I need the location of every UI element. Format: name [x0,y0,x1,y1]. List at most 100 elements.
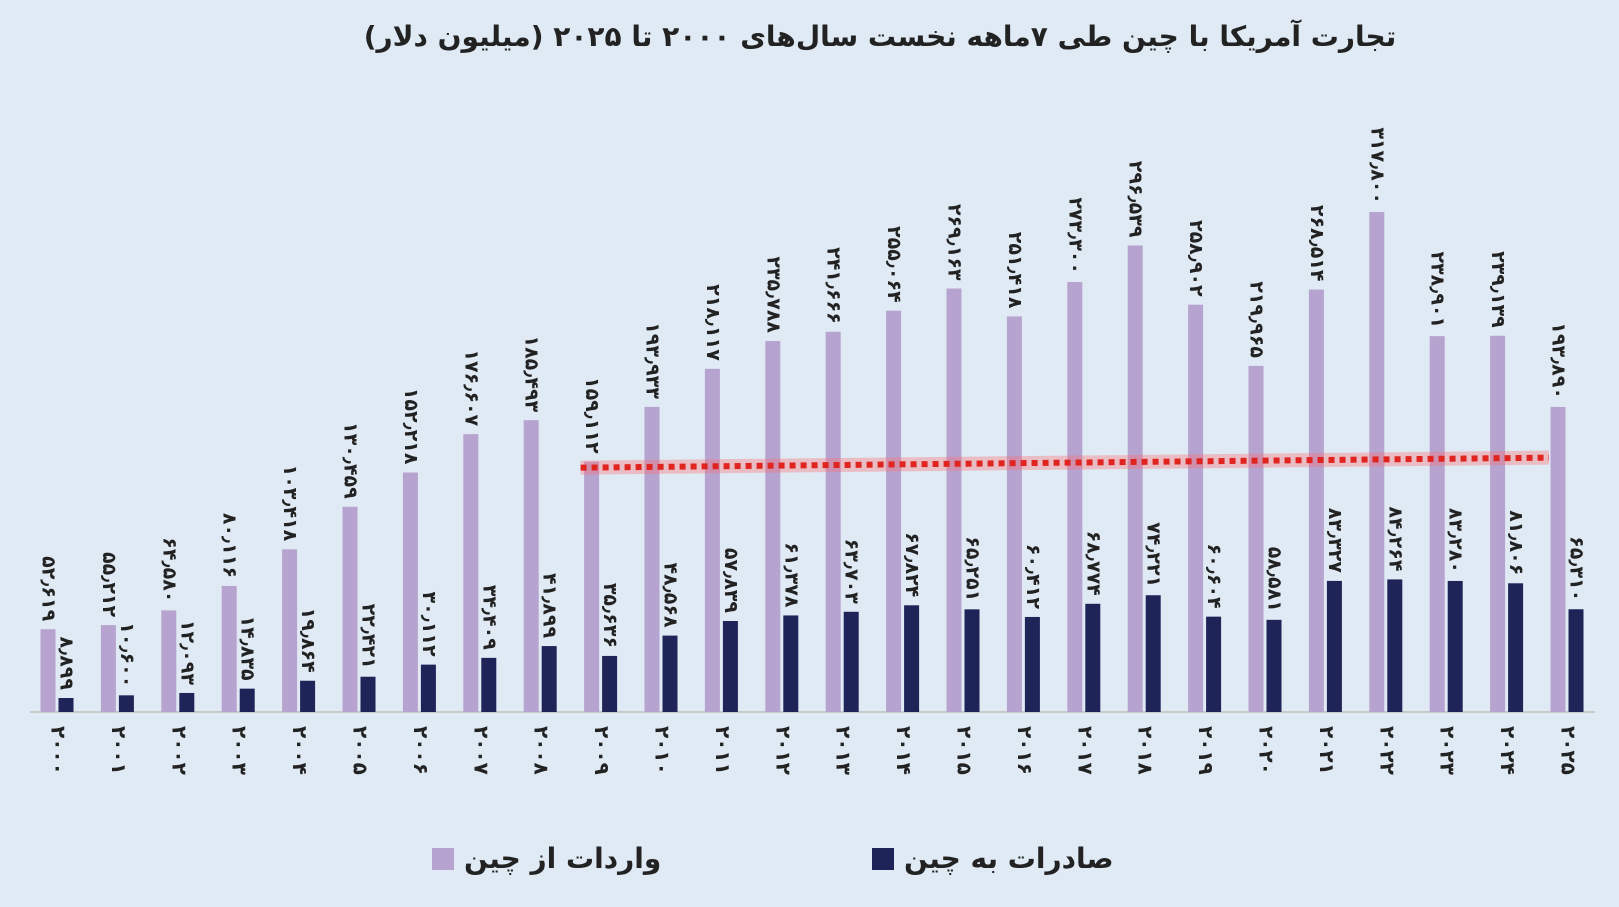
value-label: ۵۷٫۸۳۹ [720,548,742,613]
bar [1550,406,1566,712]
bar [1508,583,1524,712]
bar [342,506,358,712]
bar [100,625,116,712]
bar [40,629,56,712]
value-label: ۸۳٫۳۲۷ [1324,508,1346,573]
value-label: ۲۹۶٫۵۳۹ [1125,161,1147,238]
bar [523,420,539,712]
bar [402,472,418,712]
value-label: ۶۷٫۸۲۴ [901,532,923,597]
bar [825,331,841,712]
bar [1127,245,1143,712]
value-label: ۶۸٫۷۷۴ [1082,531,1104,596]
x-tick-label: ۲۰۰۸ [530,726,554,775]
x-tick-label: ۲۰۱۴ [892,726,916,775]
value-label: ۱۹۳٫۹۳۳ [642,322,664,399]
bar [541,646,557,712]
x-tick-label: ۲۰۱۶ [1013,726,1037,775]
x-tick-label: ۲۰۰۳ [228,726,252,775]
legend-swatch [872,848,894,870]
value-label: ۲۶۸٫۵۱۴ [1306,205,1328,282]
value-label: ۱۰۳٫۴۱۸ [279,465,301,542]
value-label: ۱۴٫۸۳۵ [237,616,259,681]
bar [282,549,298,712]
bar [765,341,781,712]
bar [239,688,255,712]
bar [1266,619,1282,712]
bar [1248,365,1264,712]
value-label: ۶۰٫۶۰۴ [1203,544,1225,609]
bar [584,461,600,712]
bar [1206,616,1222,712]
value-label: ۱۹٫۸۶۴ [297,608,319,673]
value-label: ۶۰٫۴۱۲ [1022,544,1044,609]
value-label: ۳۱۷٫۸۰۰ [1366,127,1388,204]
x-tick-label: ۲۰۰۴ [288,726,312,775]
bar [1429,336,1445,712]
x-tick-label: ۲۰۱۰ [651,726,675,775]
value-label: ۳۰٫۱۱۲ [418,592,440,657]
x-tick-label: ۲۰۲۴ [1496,726,1520,775]
bar [1145,595,1161,712]
value-label: ۸۰٫۱۱۶ [219,513,241,578]
x-tick-label: ۲۰۰۰ [47,726,71,775]
bar [1188,304,1204,712]
bar [964,609,980,712]
x-tick-label: ۲۰۱۷ [1073,726,1097,775]
value-label: ۱۹۳٫۸۹۰ [1548,322,1570,399]
value-label: ۱۵۹٫۱۱۲ [581,377,603,454]
bar [1024,616,1040,712]
bar [1067,282,1083,712]
value-label: ۳۴٫۴۰۹ [478,585,500,650]
value-label: ۲۲٫۴۲۱ [358,604,380,669]
value-label: ۶۵٫۲۵۱ [962,536,984,601]
x-tick-label: ۲۰۰۹ [590,726,614,775]
bar [179,692,195,712]
value-label: ۸۴٫۲۶۴ [1384,506,1406,571]
x-tick-label: ۲۰۲۰ [1255,726,1279,775]
bar [481,657,497,712]
x-tick-label: ۲۰۰۶ [409,726,433,775]
value-label: ۲۳۹٫۱۳۹ [1487,251,1509,328]
bar [161,610,177,712]
x-tick-label: ۲۰۲۵ [1557,726,1581,775]
bar [1085,603,1101,712]
bar [1308,289,1324,712]
bar [783,615,799,712]
value-label: ۵۲٫۶۱۹ [38,556,60,621]
bar [904,605,920,712]
x-tick-label: ۲۰۲۱ [1315,726,1339,775]
bar [1568,609,1584,712]
reference-line [580,454,1550,471]
x-tick-label: ۲۰۰۷ [469,726,493,775]
legend-swatch [432,848,454,870]
bar [1447,580,1463,712]
bar [1006,316,1022,712]
value-label: ۲۶۹٫۱۶۳ [944,204,966,281]
bar [722,621,738,712]
x-tick-label: ۲۰۱۹ [1194,726,1218,775]
value-label: ۵۵٫۲۱۲ [98,552,120,617]
value-label: ۴۸٫۵۶۸ [660,562,682,627]
value-label: ۷۴٫۲۲۱ [1143,522,1165,587]
value-label: ۱۵۲٫۲۱۸ [400,388,422,465]
value-label: ۶۱٫۳۷۸ [780,542,802,607]
bar [602,655,618,712]
bar [118,695,134,712]
value-label: ۲۵۸٫۹۰۲ [1185,220,1207,297]
bar [1387,579,1403,712]
value-label: ۸۱٫۸۰۶ [1505,510,1527,575]
bar [1326,580,1342,712]
bar [704,368,720,712]
value-label: ۲۳۵٫۷۸۸ [762,256,784,333]
value-label: ۱۰٫۶۰۰ [116,622,138,687]
bar [300,680,316,712]
x-tick-label: ۲۰۱۳ [832,726,856,775]
bar [360,676,376,712]
value-label: ۴۱٫۸۹۹ [539,573,561,638]
value-label: ۶۳٫۷۰۳ [841,539,863,604]
value-label: ۶۵٫۳۱۰ [1566,536,1588,601]
x-tick-label: ۲۰۰۱ [107,726,131,775]
